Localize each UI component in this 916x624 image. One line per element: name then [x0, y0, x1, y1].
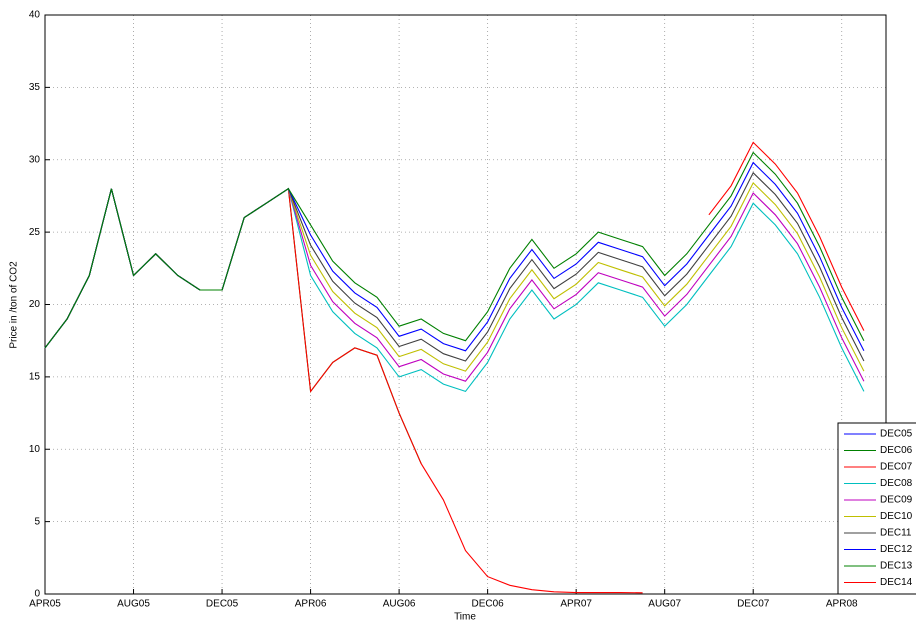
- legend-label: DEC08: [880, 478, 913, 489]
- x-tick-label: DEC06: [472, 599, 505, 610]
- legend-label: DEC11: [880, 528, 912, 539]
- legend-label: DEC10: [880, 511, 913, 522]
- legend-label: DEC09: [880, 495, 913, 506]
- y-tick-label: 5: [34, 516, 40, 527]
- y-tick-label: 30: [29, 154, 41, 165]
- y-tick-label: 20: [29, 299, 41, 310]
- legend-label: DEC13: [880, 561, 913, 572]
- y-tick-label: 35: [29, 82, 41, 93]
- y-tick-label: 40: [29, 10, 41, 21]
- legend-label: DEC12: [880, 544, 913, 555]
- x-axis-label: Time: [454, 612, 476, 623]
- x-tick-label: AUG06: [383, 599, 416, 610]
- axes-box: [44, 14, 887, 595]
- y-tick-label: 10: [29, 444, 41, 455]
- legend-label: DEC07: [880, 462, 913, 473]
- x-tick-label: APR06: [295, 599, 327, 610]
- x-tick-label: DEC07: [737, 599, 770, 610]
- y-tick-label: 15: [29, 372, 41, 383]
- legend-label: DEC14: [880, 577, 913, 588]
- x-tick-label: APR07: [560, 599, 592, 610]
- legend: DEC05 DEC06 DEC07 DEC08 DEC09 DEC10 DEC11 DEC12…: [837, 422, 916, 595]
- y-axis-label: Price in /ton of CO2: [9, 261, 20, 349]
- legend-label: DEC05: [880, 429, 913, 440]
- y-tick-label: 0: [34, 589, 40, 600]
- x-tick-label: DEC05: [206, 599, 239, 610]
- x-tick-label: APR08: [826, 599, 858, 610]
- x-tick-label: AUG07: [648, 599, 681, 610]
- series-line: [44, 151, 865, 349]
- series-line: [708, 141, 865, 331]
- x-tick-label: AUG05: [117, 599, 150, 610]
- x-tick-label: APR05: [29, 599, 61, 610]
- y-tick-label: 25: [29, 227, 41, 238]
- legend-label: DEC06: [880, 445, 913, 456]
